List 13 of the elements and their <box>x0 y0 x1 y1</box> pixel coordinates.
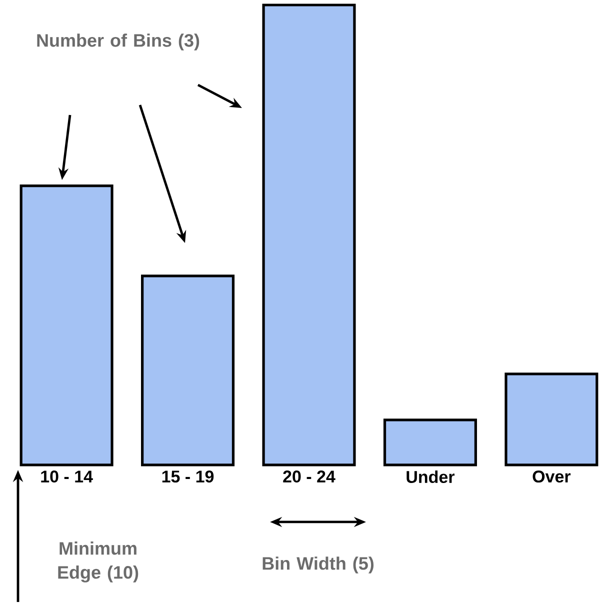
bar <box>20 184 114 466</box>
x-tick-label: Under <box>406 470 455 484</box>
bar <box>141 274 235 466</box>
bar <box>262 4 356 466</box>
bar <box>504 372 598 466</box>
annotation: Number of Bins (3) <box>37 34 200 50</box>
x-tick-label: 20 - 24 <box>283 470 336 483</box>
text: Bin Width (5) <box>262 556 374 574</box>
x-tick-label: Over <box>532 470 571 483</box>
x-tick-label: 10 - 14 <box>41 470 93 483</box>
text: Minimum Edge (10) <box>58 542 138 582</box>
bar <box>383 418 477 466</box>
x-tick-label: 15 - 19 <box>162 470 214 483</box>
